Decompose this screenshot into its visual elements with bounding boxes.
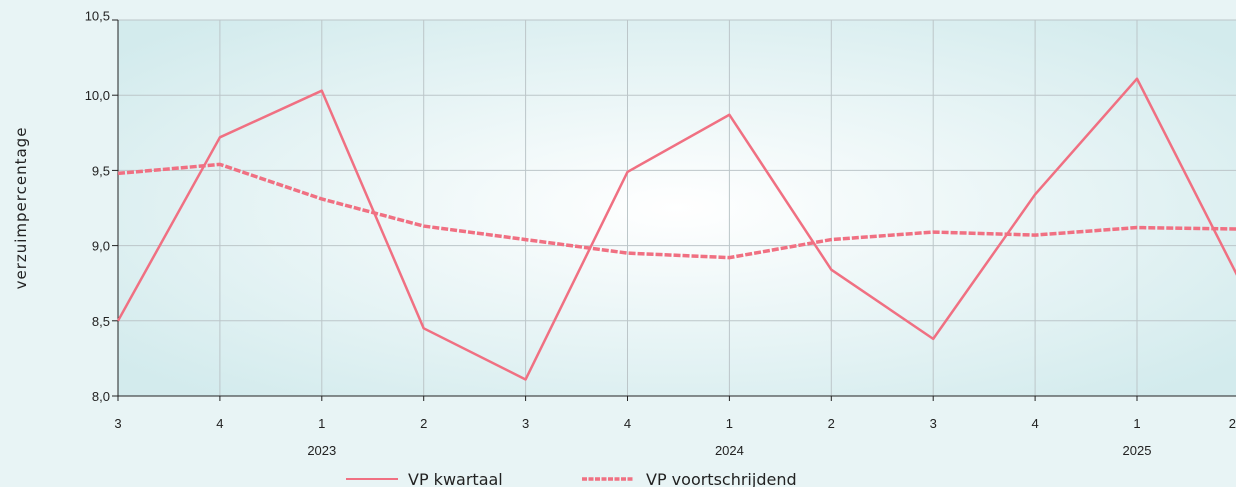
axes — [112, 19, 1236, 401]
year-label: 2025 — [1123, 443, 1152, 458]
x-tick-label: 2 — [828, 416, 835, 431]
x-tick-label: 4 — [624, 416, 631, 431]
series-line-vp-kwartaal — [116, 77, 1236, 381]
x-tick-label: 3 — [114, 416, 121, 431]
x-tick-label: 2 — [420, 416, 427, 431]
y-tick-label: 9,0 — [92, 239, 110, 254]
y-tick-label: 8,0 — [92, 389, 110, 404]
x-tick-labels: 3 4 1 2 3 4 1 2 3 4 1 2 — [114, 416, 1236, 431]
x-tick-label: 1 — [318, 416, 325, 431]
legend-label: VP kwartaal — [408, 470, 503, 487]
year-label: 2023 — [307, 443, 336, 458]
grid — [118, 19, 1236, 396]
x-tick-label: 1 — [1133, 416, 1140, 431]
legend-label: VP voortschrijdend — [646, 470, 797, 487]
x-tick-label: 3 — [522, 416, 529, 431]
year-label: 2024 — [715, 443, 744, 458]
year-labels: 2023 2024 2025 — [307, 443, 1151, 458]
x-tick-label: 3 — [930, 416, 937, 431]
x-tick-label: 1 — [726, 416, 733, 431]
y-axis-label: verzuimpercentage — [12, 127, 30, 290]
x-tick-label: 2 — [1229, 416, 1236, 431]
plot-background — [118, 20, 1236, 396]
x-tick-label: 4 — [216, 416, 223, 431]
y-tick-label: 10,5 — [85, 9, 110, 24]
y-tick-labels: 8,0 8,5 9,0 9,5 10,0 10,5 — [85, 9, 110, 404]
legend: VP kwartaal VP voortschrijdend — [346, 470, 797, 487]
y-tick-label: 10,0 — [85, 88, 110, 103]
series-lines — [116, 77, 1236, 381]
y-tick-label: 9,5 — [92, 163, 110, 178]
y-tick-label: 8,5 — [92, 314, 110, 329]
x-tick-label: 4 — [1031, 416, 1038, 431]
series-line-vp-voortschrijdend — [117, 162, 1236, 260]
